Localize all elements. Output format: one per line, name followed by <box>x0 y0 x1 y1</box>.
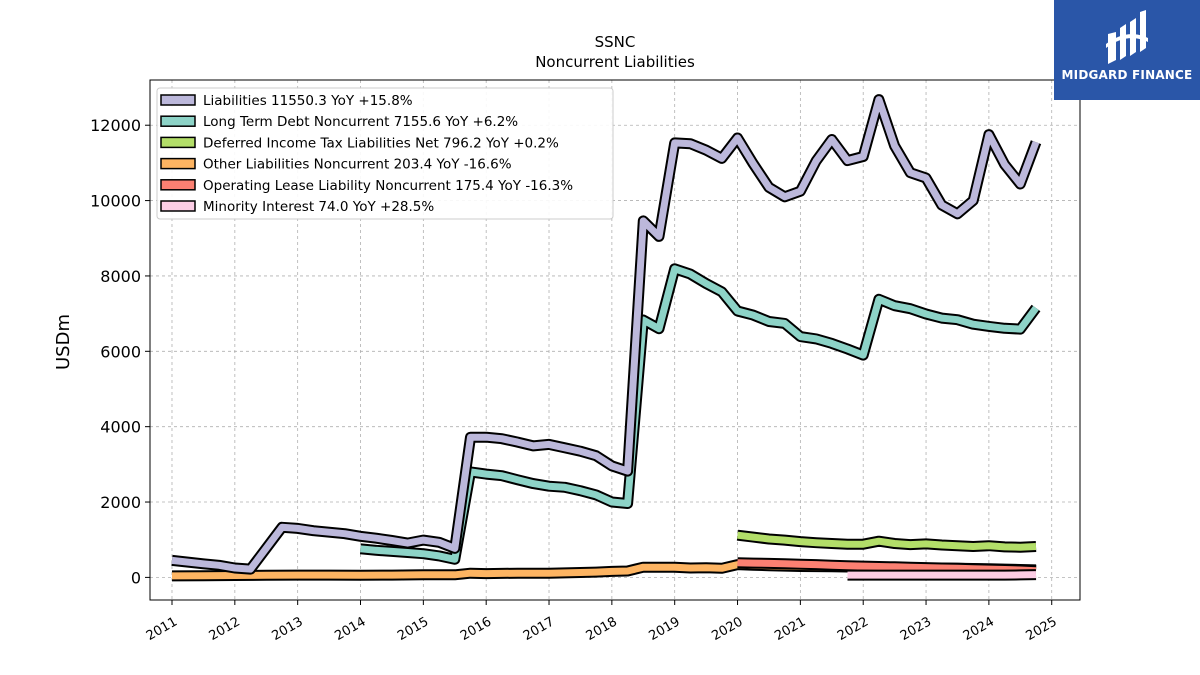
y-tick-label: 0 <box>131 568 141 587</box>
x-tick-label: 2021 <box>772 614 808 644</box>
chart-subtitle: Noncurrent Liabilities <box>535 53 695 71</box>
x-tick-label: 2012 <box>207 614 243 644</box>
series-stroke <box>737 559 1037 575</box>
x-tick-label: 2013 <box>270 614 306 644</box>
x-tick-label: 2016 <box>458 614 494 644</box>
legend-swatch <box>160 115 196 127</box>
x-tick-label: 2018 <box>584 614 620 644</box>
x-tick-label: 2024 <box>961 614 997 644</box>
x-tick-label: 2011 <box>144 614 180 644</box>
y-tick-label: 4000 <box>100 418 141 437</box>
x-tick-label: 2017 <box>521 614 557 644</box>
legend: Liabilities 11550.3 YoY +15.8% Long Term … <box>156 87 614 220</box>
series-stroke <box>737 531 1037 551</box>
series-stroke <box>847 571 1037 579</box>
series-layer <box>171 94 1042 582</box>
legend-swatch <box>160 157 196 170</box>
y-axis-label: USDm <box>53 314 74 370</box>
series-stroke <box>171 96 1040 573</box>
y-tick-label: 10000 <box>90 192 141 211</box>
y-tick-label: 2000 <box>100 493 141 512</box>
y-tick-label: 12000 <box>90 116 141 135</box>
series-line-0 <box>171 94 1042 575</box>
legend-label: Other Liabilities Noncurrent 203.4 YoY -… <box>203 157 512 173</box>
x-tick-label: 2014 <box>332 614 368 644</box>
legend-swatch <box>160 179 196 191</box>
x-tick-label: 2023 <box>898 614 934 644</box>
x-tick-label: 2025 <box>1024 614 1060 644</box>
midgard-logo-icon <box>1106 10 1148 64</box>
x-tick-label: 2022 <box>835 614 871 644</box>
legend-label: Deferred Income Tax Liabilities Net 796.… <box>203 135 559 151</box>
logo-text: MIDGARD FINANCE <box>1061 68 1193 82</box>
legend-swatch <box>160 94 196 106</box>
legend-box <box>156 87 614 220</box>
legend-label: Liabilities 11550.3 YoY +15.8% <box>203 93 413 109</box>
x-tick-label: 2019 <box>647 614 683 644</box>
x-axis: 2011 2012 2013 2014 2015 2016 2017 2018 2019 2020… <box>144 600 1060 644</box>
midgard-finance-logo: MIDGARD FINANCE <box>1054 0 1200 100</box>
series-line-4 <box>737 557 1037 577</box>
plot-frame <box>149 79 1081 601</box>
chart-title: SSNC <box>595 33 636 51</box>
y-tick-label: 6000 <box>100 342 141 361</box>
y-axis: 0 2000 4000 6000 8000 10000 12000 <box>90 116 150 587</box>
legend-swatch <box>160 136 196 149</box>
series-line-2 <box>736 529 1037 553</box>
legend-label: Operating Lease Liability Noncurrent 175… <box>203 178 573 194</box>
series-line-1 <box>359 263 1041 565</box>
legend-label: Long Term Debt Noncurrent 7155.6 YoY +6.… <box>203 114 518 130</box>
legend-label: Minority Interest 74.0 YoY +28.5% <box>203 199 434 215</box>
legend-swatch <box>160 200 196 212</box>
series-line-5 <box>847 569 1037 581</box>
series-stroke <box>360 265 1039 563</box>
x-tick-label: 2015 <box>395 614 431 644</box>
y-tick-label: 8000 <box>100 267 141 286</box>
x-tick-label: 2020 <box>709 614 745 644</box>
